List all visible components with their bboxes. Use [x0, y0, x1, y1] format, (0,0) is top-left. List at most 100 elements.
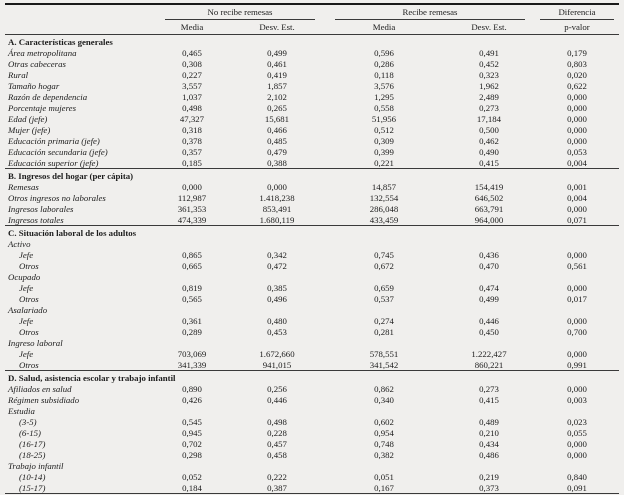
- cell-value: 0,491: [479, 47, 499, 58]
- cell-value: 0,000: [567, 449, 587, 460]
- row-label: Tamaño hogar: [8, 80, 60, 91]
- cell-value: 0,274: [374, 315, 394, 326]
- row-label: (18-25): [19, 449, 46, 460]
- cell-value: 0,622: [567, 80, 587, 91]
- cell-value: 0,672: [374, 260, 394, 271]
- cell-value: [229, 460, 325, 471]
- row-label: Otros: [19, 326, 39, 337]
- cell-value: 0,357: [182, 146, 202, 157]
- label-column-header: [5, 4, 155, 20]
- cell-value: 0,210: [479, 427, 499, 438]
- group-header-row: No recibe remesas Recibe remesas Diferen…: [5, 4, 619, 20]
- row-label: Ocupado: [8, 271, 41, 282]
- table-row: (15-17) 0,184 0,387 0,167 0,373 0,091: [5, 482, 619, 494]
- table-row: Educación primaria (jefe) 0,378 0,485 0,309…: [5, 135, 619, 146]
- footer-label: Total hogares: [5, 493, 155, 495]
- cell-value: 0,000: [567, 348, 587, 359]
- cell-value: 154,419: [474, 181, 504, 192]
- cell-value: 0,745: [374, 249, 394, 260]
- section-header-row: D. Salud, asistencia escolar y trabajo i…: [5, 370, 619, 383]
- cell-value: 0,361: [182, 315, 202, 326]
- cell-value: [443, 460, 535, 471]
- cell-value: 0,489: [479, 416, 499, 427]
- cell-value: 0,051: [374, 471, 394, 482]
- subheader-desv-est-2: Desv. Est.: [443, 20, 535, 35]
- row-label: Otras cabeceras: [8, 58, 66, 69]
- cell-value: 0,465: [182, 47, 202, 58]
- row-label: Otros ingresos no laborales: [8, 192, 106, 203]
- cell-value: 0,004: [567, 192, 587, 203]
- cell-value: [535, 304, 619, 315]
- cell-value: 646,502: [474, 192, 504, 203]
- cell-value: 0,323: [479, 69, 499, 80]
- cell-value: 0,419: [267, 69, 287, 80]
- cell-value: [325, 460, 443, 471]
- cell-value: 0,003: [567, 394, 587, 405]
- cell-value: 964,000: [474, 214, 504, 225]
- cell-value: [229, 337, 325, 348]
- table-row: Jefe 0,865 0,342 0,745 0,436 0,000: [5, 249, 619, 260]
- cell-value: 0,219: [479, 471, 499, 482]
- cell-value: 0,298: [182, 449, 202, 460]
- section-header-row: A. Características generales: [5, 35, 619, 48]
- col-group-recibe-remesas: Recibe remesas: [325, 4, 535, 20]
- cell-value: 0,227: [182, 69, 202, 80]
- table-row: Activo: [5, 238, 619, 249]
- table-row: Ingresos totales 474,339 1.680,119 433,459 9…: [5, 214, 619, 226]
- cell-value: 0,318: [182, 124, 202, 135]
- cell-value: 0,485: [267, 135, 287, 146]
- cell-value: 0,388: [267, 157, 287, 168]
- cell-value: 341,339: [177, 359, 207, 370]
- cell-value: 0,470: [479, 260, 499, 271]
- cell-value: 1.672,660: [259, 348, 295, 359]
- section-title: B. Ingresos del hogar (per cápita): [5, 168, 619, 181]
- cell-value: 941,015: [262, 359, 292, 370]
- table-row: Jefe 0,361 0,480 0,274 0,446 0,000: [5, 315, 619, 326]
- cell-value: 0,273: [479, 383, 499, 394]
- cell-value: 1.222,427: [471, 348, 507, 359]
- footer-value-total-remesas: 50.175: [325, 493, 443, 495]
- cell-value: 0,286: [374, 58, 394, 69]
- cell-value: 0,004: [567, 157, 587, 168]
- section-title: D. Salud, asistencia escolar y trabajo i…: [5, 370, 619, 383]
- row-label: Educación superior (jefe): [8, 157, 99, 168]
- cell-value: 0,000: [182, 181, 202, 192]
- cell-value: [229, 238, 325, 249]
- cell-value: 361,353: [177, 203, 207, 214]
- subheader-media-2: Media: [325, 20, 443, 35]
- cell-value: 0,862: [374, 383, 394, 394]
- table-row: Estudia: [5, 405, 619, 416]
- cell-value: 0,055: [567, 427, 587, 438]
- cell-value: 0,000: [567, 113, 587, 124]
- cell-value: 0,474: [479, 282, 499, 293]
- cell-value: 0,000: [567, 91, 587, 102]
- table-row: Razón de dependencia 1,037 2,102 1,295 2,489…: [5, 91, 619, 102]
- table-row: (3-5) 0,545 0,498 0,602 0,489 0,023: [5, 416, 619, 427]
- cell-value: [229, 405, 325, 416]
- table-row: Edad (jefe) 47,327 15,681 51,956 17,184 0,000: [5, 113, 619, 124]
- cell-value: [535, 337, 619, 348]
- cell-value: 0,000: [567, 383, 587, 394]
- table-row: Otros 0,665 0,472 0,672 0,470 0,561: [5, 260, 619, 271]
- col-group-no-remesas: No recibe remesas: [155, 4, 325, 20]
- cell-value: [325, 271, 443, 282]
- cell-value: 0,702: [182, 438, 202, 449]
- table-row: Otros ingresos no laborales 112,987 1.418,…: [5, 192, 619, 203]
- cell-value: 663,791: [474, 203, 504, 214]
- summary-statistics-table: No recibe remesas Recibe remesas Diferen…: [5, 3, 619, 495]
- cell-value: 2,489: [479, 91, 499, 102]
- cell-value: 0,000: [567, 102, 587, 113]
- row-label: Ingresos totales: [8, 214, 64, 225]
- table-row: Régimen subsidiado 0,426 0,446 0,340 0,415 0,…: [5, 394, 619, 405]
- cell-value: 0,399: [374, 146, 394, 157]
- cell-value: 860,221: [474, 359, 504, 370]
- table-row: Educación secundaria (jefe) 0,357 0,479 0,3…: [5, 146, 619, 157]
- cell-value: 0,602: [374, 416, 394, 427]
- cell-value: 0,819: [182, 282, 202, 293]
- cell-value: 0,561: [567, 260, 587, 271]
- table-row: (6-15) 0,945 0,228 0,954 0,210 0,055: [5, 427, 619, 438]
- cell-value: 0,458: [267, 449, 287, 460]
- col-group-label: No recibe remesas: [165, 7, 315, 20]
- cell-value: 0,309: [374, 135, 394, 146]
- cell-value: [155, 271, 229, 282]
